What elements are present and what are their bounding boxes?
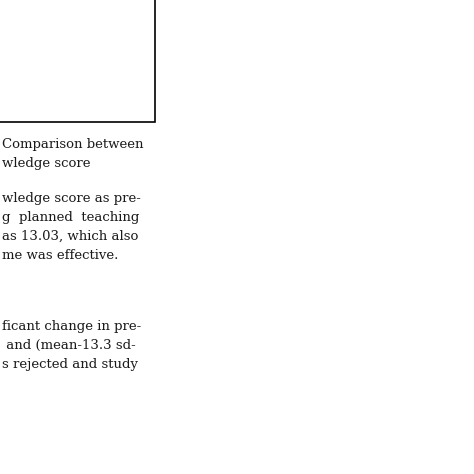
Text: wledge score: wledge score [2,157,91,170]
Text: s rejected and study: s rejected and study [2,358,138,371]
Text: and (mean-13.3 sd-: and (mean-13.3 sd- [2,339,136,352]
Text: as 13.03, which also: as 13.03, which also [2,230,138,243]
Text: me was effective.: me was effective. [2,249,118,262]
Text: wledge score as pre-: wledge score as pre- [2,192,141,205]
Text: Comparison between: Comparison between [2,138,144,151]
Text: g  planned  teaching: g planned teaching [2,211,139,224]
Bar [0,0,155,122]
Text: ficant change in pre-: ficant change in pre- [2,320,141,333]
